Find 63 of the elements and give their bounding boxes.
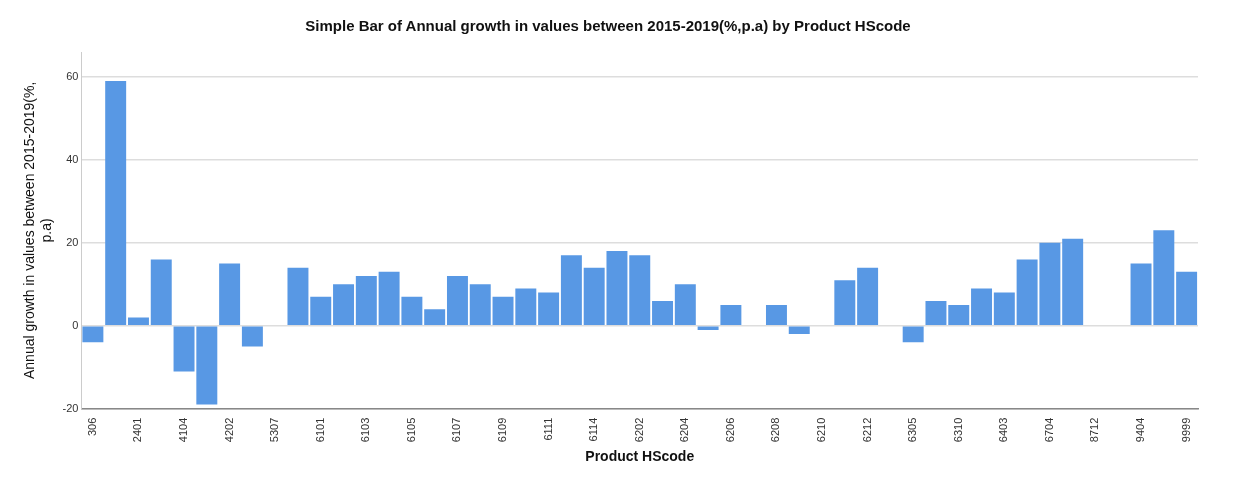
bar [674,284,696,326]
x-tick-label: 6310 [951,417,964,443]
bar [765,305,787,326]
bar [948,305,970,326]
y-tick-label: 20 [66,235,79,248]
y-tick-label: 60 [66,69,79,82]
x-tick-label: 9404 [1134,417,1147,443]
x-tick-label: 4104 [177,417,190,443]
bar [560,255,582,326]
x-tick-label: 6212 [860,417,873,443]
x-tick-label: 6109 [496,417,509,443]
y-tick-label: 0 [72,318,79,331]
bar [310,296,332,326]
x-tick-label: 6403 [997,417,1010,443]
bar [469,284,491,326]
x-tick-label: 6305 [906,417,919,443]
x-tick-label: 6107 [450,417,463,443]
bar [857,267,879,326]
bar [355,275,377,326]
bar [720,305,742,326]
x-tick-label: 306 [85,417,98,437]
bar [902,326,924,343]
bar [971,288,993,326]
bar [1176,271,1198,326]
x-tick-label: 6111 [541,417,554,441]
x-tick-label: 8712 [1088,417,1101,443]
bar [538,292,560,326]
bar [150,259,172,326]
x-tick-label: 5307 [268,417,281,443]
bar [241,326,263,347]
x-axis-title: Product HScode [585,448,695,465]
bar [788,326,810,335]
x-tick-label: 6105 [404,417,417,443]
bar [333,284,355,326]
bar [424,309,446,326]
bar [219,263,241,326]
x-tick-label: 6114 [587,417,600,442]
x-tick-label: 4202 [222,417,235,443]
bar [127,317,149,326]
x-tick-label: 6208 [769,417,782,443]
x-tick-label: 9999 [1179,417,1192,443]
x-tick-label: 6204 [678,417,691,443]
bar [82,326,104,343]
bar [993,292,1015,326]
bar [925,300,947,326]
bar [287,267,309,326]
bar [652,300,674,326]
x-tick-label: 6704 [1042,417,1055,443]
x-tick-label: 6103 [359,417,372,443]
x-tick-label: 6202 [632,417,645,443]
y-tick-label: 40 [66,152,79,165]
bar [105,81,127,326]
x-tick-label: 2401 [131,417,144,443]
bar [1062,238,1084,326]
chart-title: Simple Bar of Annual growth in values between 2015-2019(%,p.a) by Product HScode [305,17,911,35]
bar [446,275,468,326]
y-tick-label: -20 [62,401,79,414]
bar [834,280,856,326]
bar [629,255,651,326]
x-tick-label: 6210 [815,417,828,443]
x-tick-label: 6101 [313,417,326,443]
y-axis-title: Annual growth in values between 2015-2019(%,p.a) [21,81,55,380]
x-tick-label: 6206 [723,417,736,443]
